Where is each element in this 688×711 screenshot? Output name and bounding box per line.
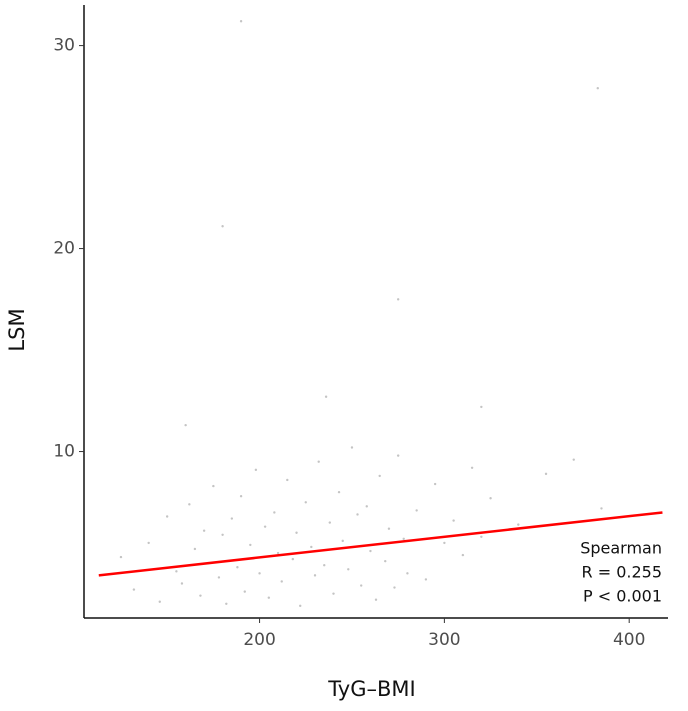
point	[433, 482, 437, 486]
point	[480, 405, 483, 409]
point	[387, 527, 391, 530]
point	[276, 551, 280, 555]
x-tick-label: 200	[243, 630, 275, 650]
point	[286, 478, 289, 482]
point	[180, 582, 184, 585]
point	[236, 566, 239, 569]
point	[184, 423, 187, 427]
point	[470, 466, 474, 469]
point	[239, 20, 243, 23]
x-tick-label: 400	[613, 630, 645, 650]
point	[202, 529, 206, 532]
point	[217, 576, 221, 579]
fit-line	[98, 511, 663, 577]
point	[258, 572, 261, 575]
point	[517, 523, 520, 526]
y-tick-label: 30	[53, 36, 75, 56]
point	[480, 535, 483, 539]
y-axis-label: LSM	[5, 308, 29, 351]
point	[165, 515, 169, 518]
point	[254, 468, 258, 472]
point	[406, 572, 409, 575]
point	[304, 501, 307, 504]
point	[310, 545, 313, 549]
point	[299, 604, 302, 608]
point	[225, 602, 228, 605]
point	[324, 395, 328, 398]
point	[347, 568, 350, 571]
point	[328, 521, 331, 524]
annotation: Spearman	[580, 539, 662, 558]
point	[596, 87, 599, 90]
point	[424, 578, 428, 581]
point	[572, 458, 575, 461]
y-tick-label: 10	[53, 442, 75, 462]
point	[489, 497, 492, 500]
point	[350, 446, 354, 449]
point	[212, 484, 215, 488]
point	[384, 559, 387, 563]
point	[396, 298, 400, 301]
point	[396, 454, 400, 457]
point	[415, 509, 418, 512]
point	[369, 549, 372, 553]
y-tick-label: 20	[53, 239, 75, 259]
point	[188, 503, 191, 506]
point	[295, 531, 298, 534]
point	[365, 505, 368, 508]
point	[600, 507, 603, 510]
point	[317, 460, 320, 463]
point	[230, 517, 234, 520]
point	[280, 580, 283, 583]
point	[393, 586, 396, 589]
annotation: R = 0.255	[582, 563, 663, 582]
point	[332, 592, 335, 595]
point	[443, 541, 446, 545]
point	[374, 598, 378, 601]
point	[323, 564, 326, 567]
point	[341, 539, 344, 543]
point	[267, 596, 271, 599]
point	[119, 555, 123, 559]
point	[158, 600, 161, 603]
point	[273, 511, 276, 514]
point	[221, 225, 224, 228]
point	[263, 525, 267, 528]
point	[337, 490, 341, 494]
point	[132, 588, 136, 591]
point	[243, 590, 246, 593]
x-axis-label: TyG–BMI	[327, 677, 415, 701]
point	[147, 541, 150, 545]
point	[544, 472, 548, 476]
point	[378, 474, 381, 478]
point	[199, 594, 202, 597]
annotation: P < 0.001	[583, 587, 662, 606]
point	[452, 519, 455, 522]
point	[402, 537, 405, 541]
point	[291, 557, 295, 561]
point	[221, 533, 224, 536]
point	[175, 570, 178, 573]
point	[249, 543, 252, 547]
point	[461, 553, 465, 557]
point	[360, 584, 363, 587]
point	[356, 513, 359, 516]
point	[239, 495, 243, 498]
point	[193, 547, 197, 551]
point	[313, 574, 317, 577]
x-tick-label: 300	[428, 630, 460, 650]
